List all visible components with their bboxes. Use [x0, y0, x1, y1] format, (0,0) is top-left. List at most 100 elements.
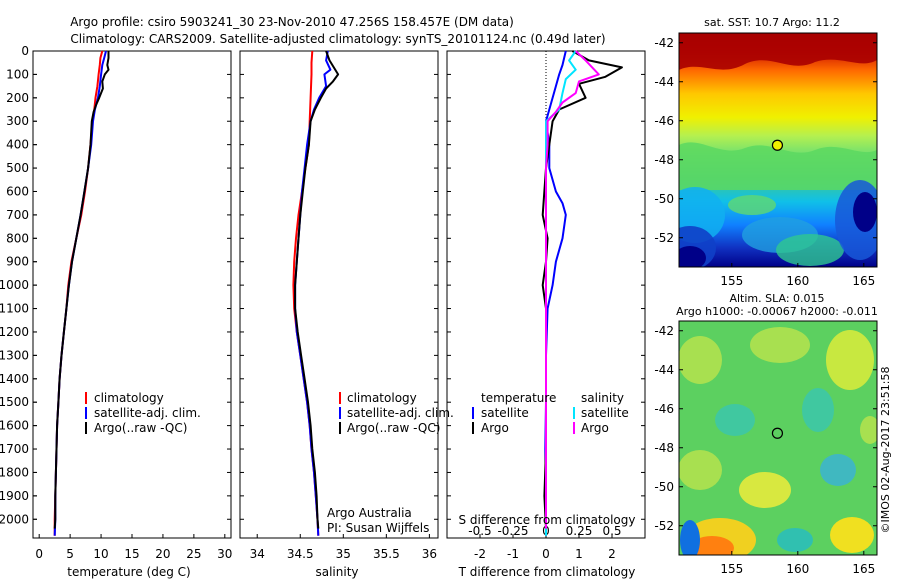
x-tick-label: 0: [542, 547, 550, 561]
depth-tick-label: 0: [21, 44, 29, 58]
depth-tick-label: 200: [6, 91, 29, 105]
x-tick-label: 15: [124, 547, 139, 561]
legend-label-s-satellite: satellite: [581, 406, 629, 420]
s-tick-label: 0.25: [566, 524, 593, 538]
sla-map-title: Altim. SLA: 0.015: [729, 292, 824, 305]
map-x-tick-label: 160: [786, 562, 809, 576]
argo-australia-note: Argo Australia: [327, 506, 412, 520]
map-y-tick-label: -52: [654, 519, 674, 533]
map-y-tick-label: -46: [654, 114, 674, 128]
series-line-argo: [545, 50, 600, 529]
temperature-panel-frame: [32, 50, 232, 539]
salinity-panel-frame: [239, 50, 439, 539]
legend-label-argo-raw: Argo(..raw -QC): [94, 421, 187, 435]
depth-tick-label: 1100: [0, 302, 29, 316]
x-tick-label: 20: [155, 547, 170, 561]
legend-heading-temperature: temperature: [481, 391, 556, 405]
depth-tick-label: 2000: [0, 512, 29, 526]
legend-label-s-argo: Argo: [581, 421, 609, 435]
pi-note: PI: Susan Wijffels: [327, 521, 429, 535]
legend-label-argo-raw-sal: Argo(..raw -QC): [347, 421, 440, 435]
temperature-legend: climatology satellite-adj. clim. Argo(..…: [85, 391, 201, 435]
map-x-tick-label: 165: [852, 562, 875, 576]
depth-tick-label: 800: [6, 231, 29, 245]
title-line-2: Climatology: CARS2009. Satellite-adjuste…: [70, 32, 605, 46]
sst-map-frame: [678, 32, 878, 268]
depth-tick-label: 100: [6, 67, 29, 81]
x-tick-label: 5: [66, 547, 74, 561]
depth-tick-label: 1400: [0, 372, 29, 386]
series-line-satellite-adj-clim-: [294, 50, 332, 536]
temperature-axis-label: temperature (deg C): [67, 565, 190, 579]
series-line-argo: [541, 50, 623, 529]
x-tick-label: 2: [608, 547, 616, 561]
legend-label-satellite-adj-sal: satellite-adj. clim.: [347, 406, 454, 420]
legend-label-climatology: climatology: [94, 391, 164, 405]
legend-label-climatology-sal: climatology: [347, 391, 417, 405]
x-tick-label: 36: [422, 547, 437, 561]
salinity-legend: climatology satellite-adj. clim. Argo(..…: [339, 391, 454, 435]
series-line-argo-raw-qc-: [294, 50, 340, 529]
x-tick-label: 35.5: [373, 547, 400, 561]
s-tick-label: -0.25: [497, 524, 528, 538]
depth-tick-label: 600: [6, 184, 29, 198]
sst-argo-location-marker: [771, 139, 784, 151]
depth-tick-label: 1200: [0, 325, 29, 339]
legend-label-satellite-adj: satellite-adj. clim.: [94, 406, 201, 420]
temperature-plot: 0 5 10 15 20 25 30: [33, 50, 232, 561]
x-tick-label: 34.5: [287, 547, 314, 561]
map-x-tick-label: 155: [720, 274, 743, 288]
depth-tick-label: 1700: [0, 442, 29, 456]
sst-map-title: sat. SST: 10.7 Argo: 11.2: [704, 16, 840, 29]
imos-credit: ©IMOS 02-Aug-2017 23:51:58: [879, 367, 892, 534]
t-difference-axis-label: T difference from climatology: [458, 565, 636, 579]
legend-label-t-satellite: satellite: [481, 406, 529, 420]
depth-tick-label: 900: [6, 255, 29, 269]
sla-map-frame: [678, 320, 878, 556]
map-y-tick-label: -48: [654, 153, 674, 167]
x-tick-label: 25: [186, 547, 201, 561]
series-line-climatology: [53, 50, 104, 536]
depth-tick-label: 1000: [0, 278, 29, 292]
depth-tick-label: 1900: [0, 489, 29, 503]
difference-plot: -2 -1 0 1 2-0.5 -0.25 0 0.25 0.5: [447, 50, 645, 561]
depth-tick-label: 1800: [0, 465, 29, 479]
salinity-plot: 34 34.5 35 35.5 36: [240, 50, 438, 561]
map-y-tick-label: -42: [654, 36, 674, 50]
x-tick-label: 35: [336, 547, 351, 561]
sla-argo-location-marker: [771, 427, 784, 439]
map-x-tick-label: 155: [720, 562, 743, 576]
x-tick-label: 0: [35, 547, 43, 561]
legend-heading-salinity: salinity: [581, 391, 624, 405]
depth-tick-label: 300: [6, 114, 29, 128]
x-tick-label: 34: [250, 547, 265, 561]
s-tick-label: 0.5: [602, 524, 621, 538]
map-y-tick-label: -46: [654, 402, 674, 416]
salinity-axis-label: salinity: [315, 565, 358, 579]
x-tick-label: 30: [217, 547, 232, 561]
sla-map-subtitle: Argo h1000: -0.00067 h2000: -0.011: [676, 305, 878, 318]
depth-tick-label: 1600: [0, 419, 29, 433]
map-y-tick-label: -44: [654, 75, 674, 89]
sla-map-field: [679, 321, 877, 555]
legend-label-t-argo: Argo: [481, 421, 509, 435]
sst-map-axes: 155 160 165 -42 -44 -46 -48 -50 -52: [654, 36, 877, 288]
map-y-tick-label: -42: [654, 324, 674, 338]
sst-map-field: [679, 33, 877, 267]
s-difference-axis-label: S difference from climatology: [459, 513, 636, 527]
depth-tick-label: 700: [6, 208, 29, 222]
map-y-tick-label: -44: [654, 363, 674, 377]
series-line-argo-raw-qc-: [53, 51, 110, 529]
x-tick-label: -2: [474, 547, 486, 561]
depth-tick-label: 500: [6, 161, 29, 175]
x-tick-label: 1: [575, 547, 583, 561]
depth-tick-label: 1500: [0, 395, 29, 409]
map-y-tick-label: -50: [654, 480, 674, 494]
map-y-tick-label: -48: [654, 441, 674, 455]
depth-tick-label: 400: [6, 138, 29, 152]
map-y-tick-label: -52: [654, 231, 674, 245]
map-x-tick-label: 165: [852, 274, 875, 288]
series-line-satellite-adj-clim-: [53, 50, 107, 536]
depth-axis: 0 100 200 300 400 500 600 700 800 900 1000 1100 1200…: [0, 44, 37, 526]
